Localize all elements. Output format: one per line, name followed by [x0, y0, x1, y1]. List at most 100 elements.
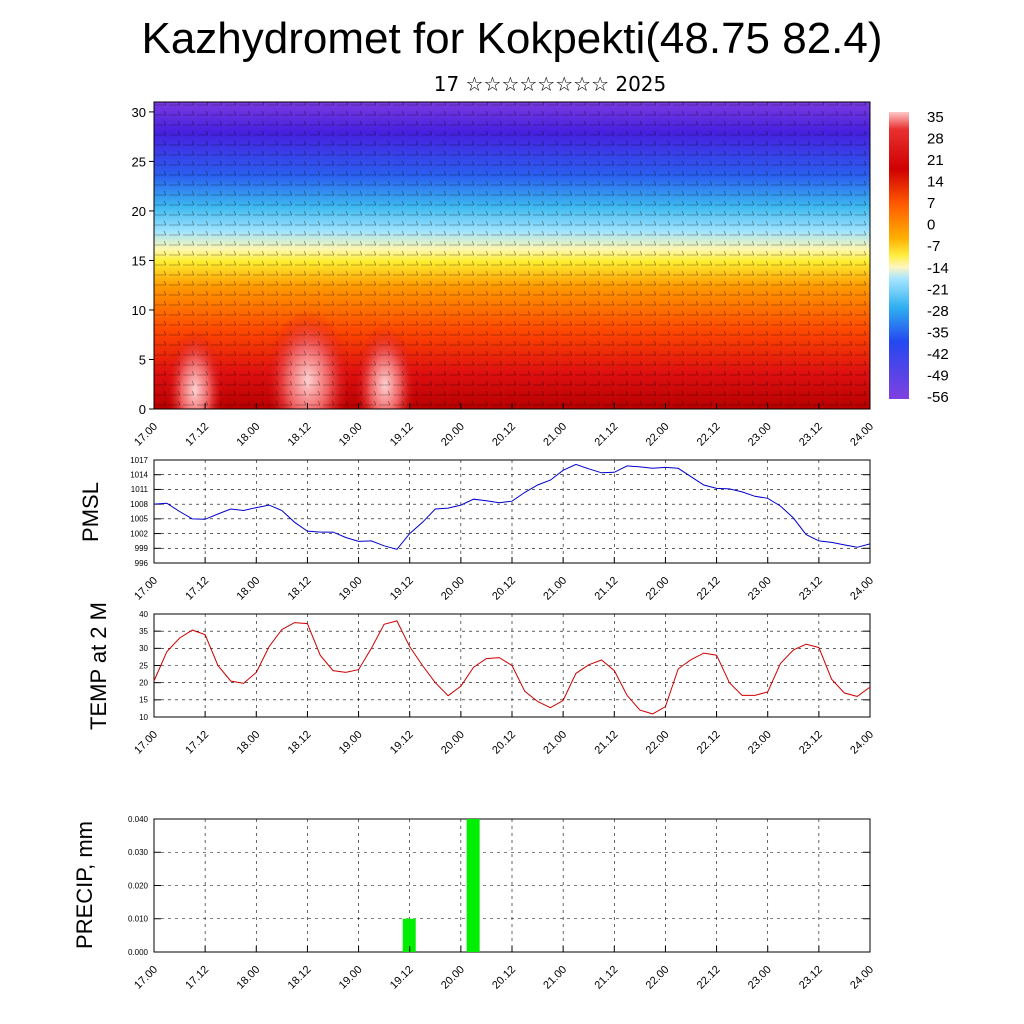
x-tick-label: 22.00: [644, 729, 672, 757]
x-tick-label: 19.12: [388, 575, 416, 603]
x-tick-label: 23.00: [746, 421, 774, 449]
y-tick-label: 1008: [130, 500, 148, 509]
x-tick-label: 18.00: [234, 964, 262, 992]
temp-series-line: [153, 620, 871, 715]
x-tick-label: 19.12: [388, 729, 416, 757]
x-tick-label: 21.12: [592, 575, 620, 603]
y-tick-label: 0.020: [128, 881, 149, 890]
x-tick-label: 18.12: [286, 421, 314, 449]
x-tick-label: 23.12: [797, 575, 825, 603]
y-tick-label: 35: [139, 627, 148, 636]
y-tick-label: 25: [139, 661, 148, 670]
x-tick-label: 22.00: [644, 964, 672, 992]
x-tick-label: 21.00: [541, 575, 569, 603]
colorbar: 35 28 21 14 7 0 -7 -14 -21 -28 -35 -42 -49 -56: [889, 109, 949, 406]
y-tick-label: 0.030: [128, 848, 149, 857]
y-tick-label: 40: [139, 610, 148, 619]
x-tick-label: 18.12: [286, 964, 314, 992]
y-tick-label: 1002: [130, 529, 148, 538]
precip-bars: [402, 819, 480, 952]
x-tick-label: 21.12: [592, 421, 620, 449]
x-tick-label: 19.00: [337, 575, 365, 603]
x-tick-label: 22.12: [695, 575, 723, 603]
wind-barbs: [154, 102, 870, 409]
precip-panel: 0.000 0.010 0.020 0.030 0.040 17.00 17.12 18.00…: [72, 815, 876, 992]
temp-y-label: TEMP at 2 M: [86, 602, 111, 730]
colorbar-label: 21: [927, 152, 944, 169]
x-tick-label: 20.12: [490, 729, 518, 757]
x-tick-label: 20.12: [490, 575, 518, 603]
x-tick-label: 17.12: [183, 421, 211, 449]
y-tick-label: 20: [139, 678, 148, 687]
x-tick-label: 21.00: [541, 729, 569, 757]
y-tick-label: 25: [132, 154, 146, 169]
x-tick-label: 19.12: [388, 964, 416, 992]
colorbar-ramp: [889, 112, 909, 399]
y-tick-label: 0.000: [128, 948, 149, 957]
x-tick-label: 21.12: [592, 964, 620, 992]
heatmap-x-axis: 17.00 17.12 18.00 18.12 19.00 19.12 20.00 20.12…: [132, 403, 876, 449]
precip-grid: [153, 819, 871, 952]
precip-y-label: PRECIP, mm: [72, 821, 97, 949]
colorbar-label: -14: [927, 260, 949, 277]
x-tick-label: 22.12: [695, 421, 723, 449]
precip-bar: [402, 918, 416, 952]
x-tick-label: 21.00: [541, 964, 569, 992]
colorbar-label: 35: [927, 109, 944, 126]
colorbar-label: -21: [927, 281, 949, 298]
x-tick-label: 23.00: [746, 964, 774, 992]
colorbar-label: 14: [927, 174, 944, 191]
colorbar-labels: 35 28 21 14 7 0 -7 -14 -21 -28 -35 -42 -49 -56: [927, 109, 949, 406]
x-tick-label: 19.00: [337, 964, 365, 992]
precip-bar: [466, 819, 480, 952]
y-tick-label: 10: [139, 713, 148, 722]
x-tick-label: 19.00: [337, 421, 365, 449]
y-tick-label: 30: [132, 105, 146, 120]
colorbar-label: 0: [927, 217, 935, 234]
y-tick-label: 30: [139, 644, 148, 653]
x-tick-label: 17.12: [183, 964, 211, 992]
colorbar-label: 7: [927, 195, 935, 212]
x-tick-label: 17.00: [132, 575, 160, 603]
colorbar-label: -7: [927, 238, 940, 255]
y-tick-label: 0: [139, 402, 146, 417]
y-tick-label: 1017: [130, 456, 148, 465]
x-tick-label: 17.12: [183, 575, 211, 603]
x-tick-label: 18.00: [234, 421, 262, 449]
pmsl-y-label: PMSL: [78, 482, 103, 542]
x-tick-label: 20.00: [439, 575, 467, 603]
x-tick-label: 20.12: [490, 421, 518, 449]
y-tick-label: 5: [139, 352, 146, 367]
colorbar-label: -28: [927, 303, 949, 320]
x-tick-label: 19.00: [337, 729, 365, 757]
x-tick-label: 17.12: [183, 729, 211, 757]
y-tick-label: 15: [132, 253, 146, 268]
pmsl-series-line: [153, 463, 871, 550]
x-tick-label: 20.00: [439, 729, 467, 757]
pmsl-panel: 996 999 1002 1005 1008 1011 1014 1017 17.00 17.12…: [78, 456, 876, 603]
temp-panel: 10 15 20 25 30 35 40 17.00 17.12 18.00 18.12 19.00 1…: [86, 602, 876, 757]
y-tick-label: 0.040: [128, 815, 149, 824]
y-tick-label: 996: [135, 559, 149, 568]
x-tick-label: 17.00: [132, 964, 160, 992]
x-tick-label: 20.12: [490, 964, 518, 992]
x-tick-label: 22.00: [644, 421, 672, 449]
x-tick-label: 18.00: [234, 575, 262, 603]
y-tick-label: 15: [139, 696, 148, 705]
y-tick-label: 1005: [130, 515, 148, 524]
x-tick-label: 23.00: [746, 575, 774, 603]
chart-subtitle: 17 ☆☆☆☆☆☆☆☆ 2025: [433, 72, 667, 96]
colorbar-label: 28: [927, 131, 944, 148]
x-tick-label: 17.00: [132, 729, 160, 757]
x-tick-label: 24.00: [848, 964, 876, 992]
y-tick-label: 1011: [131, 485, 149, 494]
x-tick-label: 23.12: [797, 964, 825, 992]
x-tick-label: 22.12: [695, 729, 723, 757]
colorbar-label: -49: [927, 367, 949, 384]
heatmap-y-axis: 0 5 10 15 20 25 30: [132, 105, 154, 417]
colorbar-label: -42: [927, 346, 949, 363]
x-tick-label: 22.12: [695, 964, 723, 992]
y-tick-label: 999: [135, 544, 149, 553]
x-tick-label: 20.00: [439, 421, 467, 449]
